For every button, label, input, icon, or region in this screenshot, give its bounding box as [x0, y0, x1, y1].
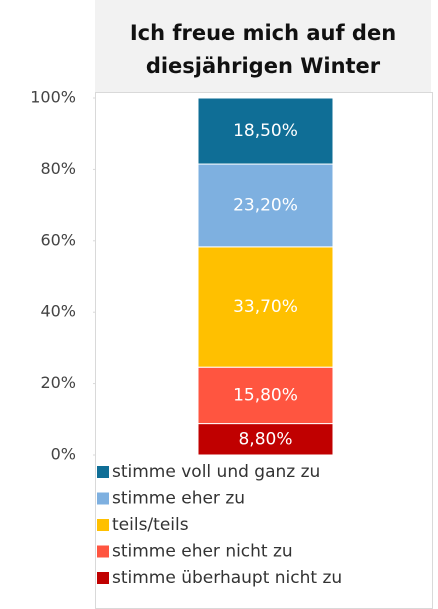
legend-swatch [97, 572, 109, 584]
value-label: 8,80% [238, 429, 292, 449]
bar-segment [197, 246, 334, 368]
y-tick-label: 80% [40, 159, 76, 178]
y-tick-label: 100% [30, 88, 76, 107]
legend-label: stimme überhaupt nicht zu [112, 568, 342, 588]
value-label: 18,50% [233, 121, 298, 141]
y-tick-label: 40% [40, 302, 76, 321]
value-label: 33,70% [233, 297, 298, 317]
bar-segment [197, 97, 334, 165]
y-tick-label: 60% [40, 230, 76, 249]
y-tick-label: 0% [51, 445, 76, 464]
legend-label: stimme eher nicht zu [112, 542, 293, 562]
legend-swatch [97, 519, 109, 531]
bar-segment [197, 163, 334, 248]
chart-title: diesjährigen Winter [146, 54, 381, 78]
legend-swatch [97, 492, 109, 505]
value-label: 23,20% [233, 195, 298, 215]
legend-label: teils/teils [112, 515, 189, 535]
legend-swatch [97, 545, 109, 558]
chart-title: Ich freue mich auf den [130, 21, 396, 45]
y-tick-label: 20% [40, 373, 76, 392]
title-box [95, 0, 431, 92]
legend-swatch [97, 466, 109, 478]
value-label: 15,80% [233, 385, 298, 405]
legend-label: stimme voll und ganz zu [112, 462, 320, 482]
legend-label: stimme eher zu [112, 489, 245, 509]
bar-segment [197, 366, 334, 425]
